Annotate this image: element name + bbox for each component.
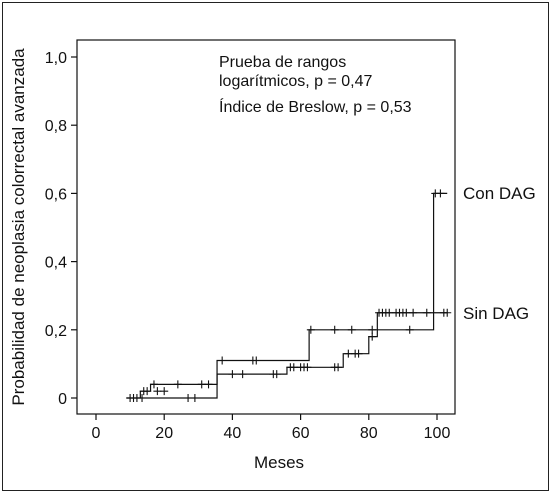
censor-mark-sin-dag <box>218 356 227 365</box>
censor-mark-sin-dag <box>354 349 363 358</box>
x-axis-ticks: 0 20 40 60 80 100 <box>92 414 451 442</box>
plot-area-border <box>76 39 456 415</box>
censor-mark-sin-dag <box>303 363 312 372</box>
censor-mark-sin-dag <box>368 332 377 341</box>
censor-mark-sin-dag <box>160 387 169 396</box>
y-tick-label: 1,0 <box>45 50 67 67</box>
y-tick-label: 0,8 <box>45 118 67 135</box>
censor-mark-sin-dag <box>409 308 418 317</box>
censor-mark-sin-dag <box>443 308 452 317</box>
annotation-line-2: logarítmicos, p = 0,47 <box>219 73 373 90</box>
x-tick-label: 0 <box>92 425 101 442</box>
y-axis-label: Probabilidad de neoplasia colorrectal av… <box>9 48 28 406</box>
series-label-con-dag: Con DAG <box>463 184 536 203</box>
censor-marks <box>126 189 452 402</box>
censor-mark-sin-dag <box>204 380 213 389</box>
censor-mark-con-dag <box>405 325 414 334</box>
censor-mark-sin-dag <box>153 387 162 396</box>
censor-mark-con-dag <box>347 325 356 334</box>
censor-mark-sin-dag <box>228 370 237 379</box>
censor-mark-sin-dag <box>238 370 247 379</box>
x-tick-label: 40 <box>224 425 242 442</box>
censor-mark-sin-dag <box>190 394 199 402</box>
censor-mark-con-dag <box>330 325 339 334</box>
y-tick-label: 0,6 <box>45 186 67 203</box>
x-axis-label: Meses <box>254 453 304 472</box>
annotation-line-1: Prueba de rangos <box>219 54 346 71</box>
figure-frame <box>2 2 549 491</box>
censor-mark-sin-dag <box>197 380 206 389</box>
censor-mark-sin-dag <box>422 308 431 317</box>
censor-mark-sin-dag <box>184 394 193 402</box>
x-tick-label: 80 <box>360 425 378 442</box>
annotation-line-3: Índice de Breslow, p = 0,53 <box>219 97 412 116</box>
censor-mark-con-dag <box>436 189 445 198</box>
censor-mark-sin-dag <box>143 387 152 396</box>
censor-mark-con-dag <box>368 325 377 334</box>
censor-mark-con-dag <box>306 325 315 334</box>
y-axis-ticks: 0 0,2 0,4 0,6 0,8 1,0 <box>45 50 77 408</box>
y-tick-label: 0 <box>58 391 67 408</box>
x-tick-label: 100 <box>424 425 451 442</box>
km-curve-sin-dag <box>126 312 448 399</box>
x-tick-label: 60 <box>292 425 310 442</box>
censor-mark-sin-dag <box>252 356 261 365</box>
km-curve-con-dag <box>126 192 448 399</box>
censor-mark-sin-dag <box>138 394 147 402</box>
censor-mark-sin-dag <box>334 363 343 372</box>
y-tick-label: 0,2 <box>45 323 67 340</box>
series-label-sin-dag: Sin DAG <box>463 304 529 323</box>
x-tick-label: 20 <box>155 425 173 442</box>
censor-mark-sin-dag <box>272 370 281 379</box>
censor-mark-sin-dag <box>289 363 298 372</box>
y-tick-label: 0,4 <box>45 255 67 272</box>
censor-mark-sin-dag <box>344 349 353 358</box>
censor-mark-sin-dag <box>385 308 394 317</box>
censor-mark-sin-dag <box>149 380 158 389</box>
censor-mark-sin-dag <box>173 380 182 389</box>
censor-mark-sin-dag <box>402 308 411 317</box>
